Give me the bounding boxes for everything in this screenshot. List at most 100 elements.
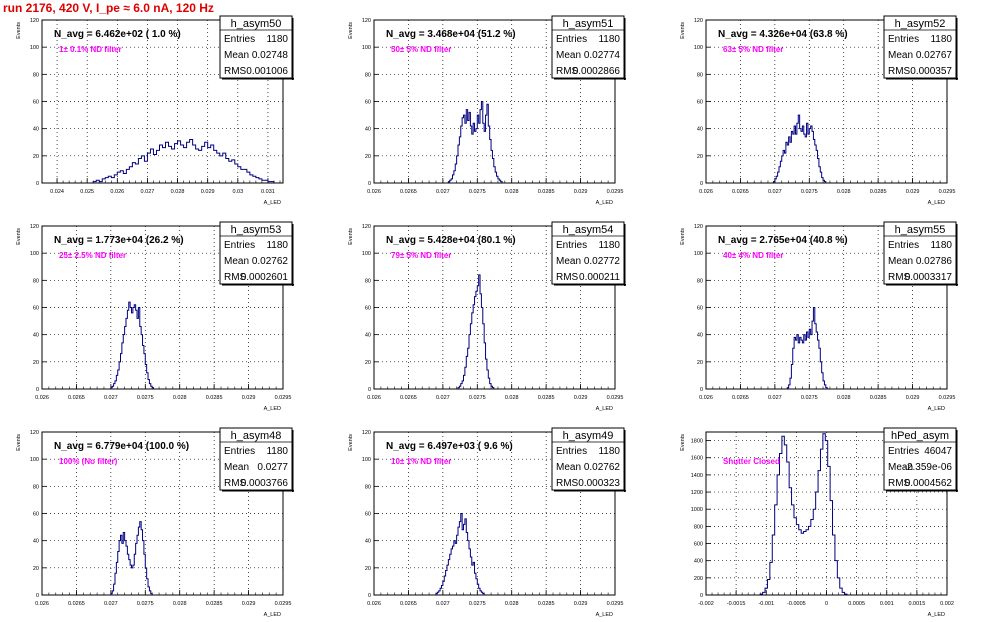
x-tick-label: 0.027 [768, 395, 782, 401]
stats-value: 1180 [930, 240, 952, 251]
histogram-name: h_asym48 [231, 430, 282, 442]
x-tick-label: 0.026 [367, 395, 381, 401]
plot-frame [41, 225, 284, 390]
y-tick-label: 60 [33, 306, 39, 312]
y-tick-label: 20 [365, 360, 371, 366]
y-tick-label: 0 [700, 181, 703, 187]
y-tick-label: 20 [33, 566, 39, 572]
stats-label: Entries [224, 446, 255, 457]
navg-label: N_avg = 1.773e+04 (26.2 %) [54, 235, 184, 246]
stats-label: RMS [888, 478, 911, 489]
histogram-name: h_asym52 [895, 18, 946, 30]
stats-value: 1180 [930, 34, 952, 45]
x-tick-label: 0.028 [505, 189, 519, 195]
x-axis-title: A_LED [928, 612, 945, 618]
x-axis-title: A_LED [596, 200, 613, 206]
y-tick-label: 0 [700, 593, 703, 599]
x-tick-label: 0.026 [35, 601, 49, 607]
y-tick-label: 80 [365, 72, 371, 78]
x-tick-label: 0.028 [505, 601, 519, 607]
y-tick-label: 40 [365, 127, 371, 133]
x-tick-label: 0.026 [367, 189, 381, 195]
x-tick-label: 0.0285 [538, 189, 555, 195]
histogram-name: hPed_asym [891, 430, 949, 442]
x-tick-label: 0.029 [906, 189, 920, 195]
pad-h_asym50: 0.024 0.025 0.026 0.027 0.028 0.029 0.03 0.031 0… [16, 15, 294, 206]
histogram-series [110, 301, 155, 389]
x-tick-label: 0.0275 [137, 395, 154, 401]
y-tick-label: 120 [362, 430, 371, 436]
x-tick-label: 0.0295 [275, 395, 292, 401]
y-tick-label: 100 [694, 45, 703, 51]
stats-label: RMS [888, 272, 911, 283]
x-tick-label: 0.0275 [469, 189, 486, 195]
stats-label: Entries [224, 34, 255, 45]
y-tick-label: 20 [697, 360, 703, 366]
y-tick-label: 100 [694, 251, 703, 257]
stats-label: Mean [888, 256, 913, 267]
x-tick-label: 0.0265 [732, 189, 749, 195]
stats-box-shadow [624, 18, 626, 80]
stats-label: Mean [224, 50, 249, 61]
x-tick-label: 0.0265 [68, 601, 85, 607]
stats-box [883, 427, 957, 491]
y-tick-label: 0 [368, 181, 371, 187]
stats-value: 0.000211 [579, 272, 620, 283]
y-axis-title: Events [680, 434, 686, 451]
y-tick-label: 0 [700, 387, 703, 393]
stats-box-shadow [222, 78, 294, 80]
stats-label: RMS [556, 66, 579, 77]
stats-value: 0.0002601 [241, 272, 289, 283]
x-axis-title: A_LED [928, 406, 945, 412]
x-tick-label: 0.0275 [137, 601, 154, 607]
x-tick-label: -0.0005 [787, 601, 806, 607]
x-tick-label: 0.028 [837, 189, 851, 195]
y-tick-label: 40 [697, 127, 703, 133]
plot-frame [41, 431, 284, 596]
navg-label: N_avg = 4.326e+04 (63.8 %) [718, 29, 848, 40]
stats-value: 0.02748 [252, 50, 289, 61]
x-tick-label: 0.0265 [400, 601, 417, 607]
filter-label: 40± 4% ND filter [723, 251, 783, 260]
x-tick-label: -0.002 [698, 601, 714, 607]
y-tick-label: 60 [697, 100, 703, 106]
y-axis-title: Events [348, 434, 354, 451]
plot-frame [705, 225, 948, 390]
x-tick-label: 0.028 [171, 189, 185, 195]
x-tick-label: 0.029 [242, 395, 256, 401]
stats-value: 0.02762 [584, 462, 621, 473]
y-tick-label: 20 [33, 154, 39, 160]
stats-box-shadow [222, 284, 294, 286]
y-axis-title: Events [680, 228, 686, 245]
y-tick-label: 40 [365, 539, 371, 545]
histogram-series [110, 521, 153, 595]
y-axis-title: Events [680, 22, 686, 39]
filter-label: 1± 0.1% ND filter [59, 45, 122, 54]
y-tick-label: 40 [33, 127, 39, 133]
x-axis-title: A_LED [928, 200, 945, 206]
y-tick-label: 100 [30, 45, 39, 51]
stats-value: -2.359e-06 [904, 462, 953, 473]
y-tick-label: 60 [33, 100, 39, 106]
x-tick-label: 0.0295 [939, 189, 956, 195]
pad-h_asym52: 0.026 0.0265 0.027 0.0275 0.028 0.0285 0.029 0.… [680, 15, 958, 206]
stats-label: Entries [224, 240, 255, 251]
histogram-series [435, 513, 485, 595]
plot-frame [705, 431, 948, 596]
stats-value: 1180 [598, 34, 620, 45]
plot-frame [373, 225, 616, 390]
x-tick-label: 0.028 [173, 601, 187, 607]
y-tick-label: 40 [365, 333, 371, 339]
navg-label: N_avg = 6.497e+03 ( 9.6 %) [386, 441, 513, 452]
y-tick-label: 40 [697, 333, 703, 339]
y-tick-label: 0 [368, 387, 371, 393]
x-tick-label: 0.026 [699, 395, 713, 401]
x-tick-label: 0.027 [141, 189, 155, 195]
y-tick-label: 1400 [691, 473, 703, 479]
stats-label: Entries [888, 34, 919, 45]
stats-value: 1180 [266, 34, 288, 45]
plot-frame [705, 19, 948, 184]
y-tick-label: 20 [33, 360, 39, 366]
histogram-series [759, 433, 848, 595]
